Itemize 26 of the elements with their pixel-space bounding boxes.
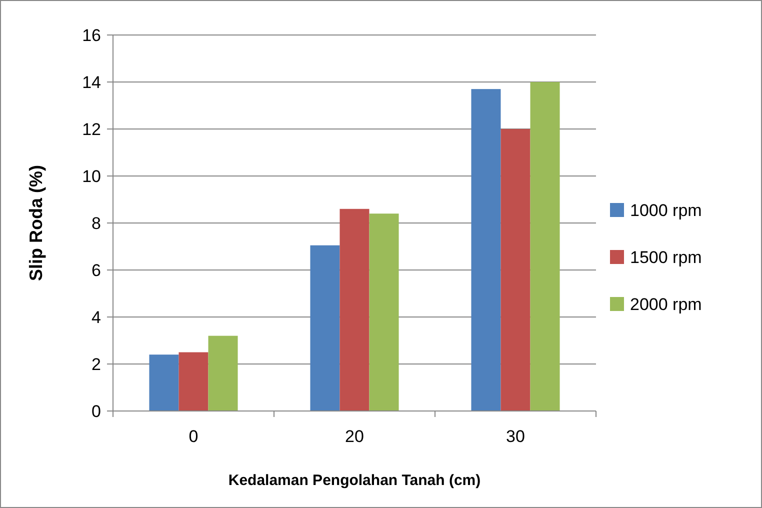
x-tick-label: 20 (345, 427, 364, 446)
legend-label: 1500 rpm (630, 248, 702, 267)
y-tick-label: 6 (92, 260, 101, 280)
y-tick-label: 8 (92, 214, 101, 233)
legend-label: 2000 rpm (630, 294, 702, 314)
x-axis-title: Kedalaman Pengolahan Tanah (cm) (228, 472, 481, 489)
bar (471, 89, 501, 411)
bar (178, 352, 208, 411)
y-tick-label: 0 (92, 402, 101, 421)
bar (369, 214, 399, 411)
x-tick-label: 30 (506, 427, 525, 446)
legend-label: 1000 rpm (630, 200, 702, 220)
y-axis-title: Slip Roda (%) (26, 164, 46, 281)
y-tick-label: 16 (82, 26, 101, 45)
y-tick-label: 2 (92, 354, 101, 374)
bar (340, 208, 370, 411)
y-tick-label: 12 (82, 120, 101, 139)
bar (208, 336, 238, 411)
bar (530, 82, 560, 411)
y-tick-label: 10 (82, 166, 101, 186)
x-tick-label: 0 (188, 427, 198, 446)
bar (149, 354, 179, 411)
bar (310, 245, 340, 411)
y-tick-label: 14 (82, 72, 101, 92)
bar (500, 129, 530, 411)
y-tick-label: 4 (92, 308, 101, 327)
